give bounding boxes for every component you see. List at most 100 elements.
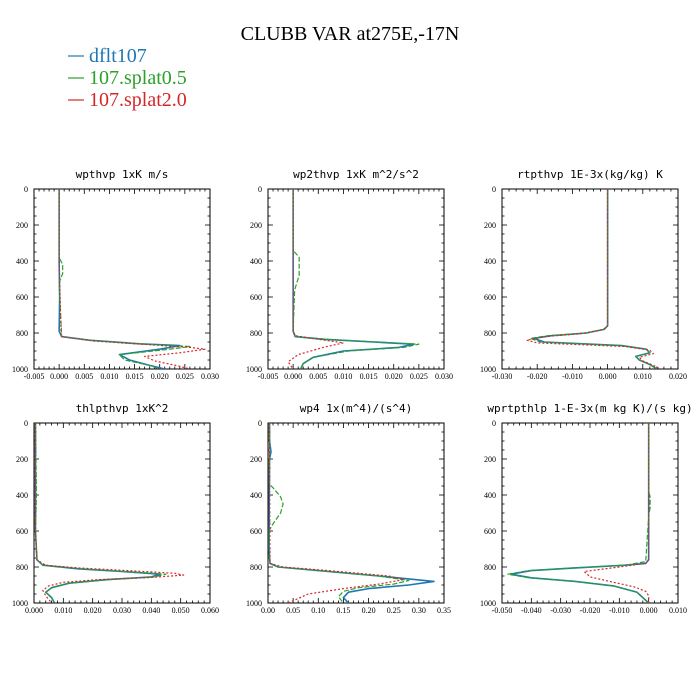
chart-panel: wprtpthlp 1-E-3x(m kg K)/(s kg) -0.050 -0.… xyxy=(480,402,693,615)
series-line xyxy=(268,423,405,603)
y-tick-label: 400 xyxy=(484,257,496,266)
y-tick-label: 0 xyxy=(258,419,262,428)
y-tick-label: 600 xyxy=(250,293,262,302)
panel-title: thlpthvp 1xK^2 xyxy=(76,402,169,415)
chart-panel: thlpthvp 1xK^2 0.000 0.010 0.020 0.030 0.040 0… xyxy=(12,402,219,615)
x-tick-label: 0.00 xyxy=(261,606,275,615)
plot-frame xyxy=(267,188,445,370)
y-tick-label: 800 xyxy=(250,329,262,338)
x-tick-label: 0.020 xyxy=(84,606,102,615)
x-tick-label: 0.000 xyxy=(284,372,302,381)
y-tick-label: 200 xyxy=(250,221,262,230)
x-tick-label: 0.015 xyxy=(126,372,144,381)
x-tick-label: -0.040 xyxy=(521,606,542,615)
x-tick-label: 0.050 xyxy=(172,606,190,615)
series-line xyxy=(34,423,167,603)
y-tick-label: 0 xyxy=(492,419,496,428)
x-tick-label: -0.010 xyxy=(562,372,583,381)
x-tick-label: 0.030 xyxy=(435,372,453,381)
x-tick-label: -0.020 xyxy=(527,372,548,381)
plot-frame xyxy=(33,422,211,604)
x-tick-label: -0.010 xyxy=(609,606,630,615)
panel-title: wprtpthlp 1-E-3x(m kg K)/(s kg) xyxy=(487,402,692,415)
plot-frame xyxy=(501,188,679,370)
x-tick-label: -0.030 xyxy=(492,372,513,381)
panels: wpthvp 1xK m/s-0.005 0.000 0.005 0.010 0.015… xyxy=(12,168,693,615)
plot-frame xyxy=(501,422,679,604)
x-tick-label: 0.10 xyxy=(311,606,325,615)
y-tick-label: 200 xyxy=(16,221,28,230)
series-line xyxy=(292,189,420,369)
y-tick-label: 200 xyxy=(250,455,262,464)
series-line xyxy=(268,423,435,603)
x-tick-label: 0.025 xyxy=(410,372,428,381)
y-tick-label: 1000 xyxy=(12,599,28,608)
y-tick-label: 400 xyxy=(484,491,496,500)
series-line xyxy=(58,189,206,369)
x-tick-label: 0.005 xyxy=(309,372,327,381)
panel-title: wp2thvp 1xK m^2/s^2 xyxy=(293,168,419,181)
panel-title: wp4 1x(m^4)/(s^4) xyxy=(300,402,413,415)
y-tick-label: 0 xyxy=(24,419,28,428)
x-tick-label: 0.20 xyxy=(362,606,376,615)
y-tick-label: 1000 xyxy=(246,599,262,608)
y-tick-label: 800 xyxy=(16,563,28,572)
x-tick-label: 0.030 xyxy=(113,606,131,615)
x-tick-label: 0.000 xyxy=(50,372,68,381)
x-tick-label: 0.010 xyxy=(100,372,118,381)
x-tick-label: 0.030 xyxy=(201,372,219,381)
y-tick-label: 800 xyxy=(484,329,496,338)
x-tick-label: 0.020 xyxy=(669,372,687,381)
panel-title: wpthvp 1xK m/s xyxy=(76,168,169,181)
x-tick-label: 0.025 xyxy=(176,372,194,381)
chart-panel: wp4 1x(m^4)/(s^4) 0.00 0.05 0.10 0.15 0.20 0.2… xyxy=(246,402,451,615)
y-tick-label: 800 xyxy=(484,563,496,572)
x-tick-label: 0.015 xyxy=(360,372,378,381)
chart-panel: wp2thvp 1xK m^2/s^2 -0.005 0.000 0.005 0.010… xyxy=(246,168,453,381)
series-line xyxy=(34,423,161,603)
y-tick-label: 200 xyxy=(16,455,28,464)
y-tick-label: 1000 xyxy=(480,365,496,374)
y-tick-label: 0 xyxy=(492,185,496,194)
x-tick-label: 0.060 xyxy=(201,606,219,615)
x-tick-label: 0.010 xyxy=(634,372,652,381)
y-tick-label: 0 xyxy=(24,185,28,194)
x-tick-label: 0.020 xyxy=(385,372,403,381)
chart-panel: wpthvp 1xK m/s -0.005 0.000 0.005 0.010 0.015… xyxy=(12,168,219,381)
y-tick-label: 400 xyxy=(16,491,28,500)
series-line xyxy=(34,423,185,603)
y-tick-label: 200 xyxy=(484,221,496,230)
x-tick-label: 0.040 xyxy=(142,606,160,615)
y-tick-label: 1000 xyxy=(12,365,28,374)
x-tick-label: -0.050 xyxy=(492,606,513,615)
y-tick-label: 600 xyxy=(16,527,28,536)
y-tick-label: 1000 xyxy=(246,365,262,374)
chart-panel: rtpthvp 1E-3x(kg/kg) K -0.030 -0.020 -0.010… xyxy=(480,168,687,381)
figure-title: CLUBB VAR at275E,-17N xyxy=(241,23,460,45)
x-tick-label: 0.25 xyxy=(387,606,401,615)
y-tick-label: 1000 xyxy=(480,599,496,608)
x-tick-label: 0.020 xyxy=(151,372,169,381)
plot-frame xyxy=(267,422,445,604)
series-line xyxy=(292,189,415,369)
x-tick-label: 0.30 xyxy=(412,606,426,615)
y-tick-label: 400 xyxy=(250,257,262,266)
x-tick-label: -0.030 xyxy=(550,606,571,615)
y-tick-label: 400 xyxy=(250,491,262,500)
panel-title: rtpthvp 1E-3x(kg/kg) K xyxy=(517,168,663,181)
x-tick-label: 0.005 xyxy=(75,372,93,381)
y-tick-label: 800 xyxy=(16,329,28,338)
series-line xyxy=(509,423,650,603)
series-line xyxy=(583,423,650,603)
y-tick-label: 200 xyxy=(484,455,496,464)
series-line xyxy=(58,189,191,369)
y-tick-label: 0 xyxy=(258,185,262,194)
y-tick-label: 600 xyxy=(250,527,262,536)
x-tick-label: 0.010 xyxy=(669,606,687,615)
y-tick-label: 800 xyxy=(250,563,262,572)
y-tick-label: 400 xyxy=(16,257,28,266)
x-tick-label: 0.000 xyxy=(25,606,43,615)
y-tick-label: 600 xyxy=(484,527,496,536)
